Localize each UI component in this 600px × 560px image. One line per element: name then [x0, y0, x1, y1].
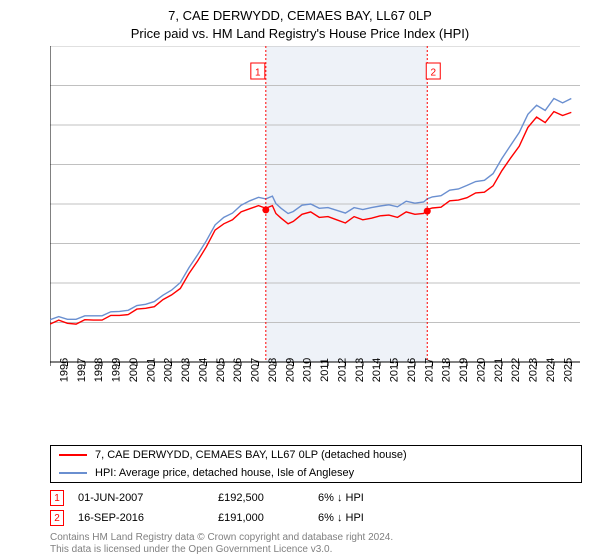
chart-title-line1: 7, CAE DERWYDD, CEMAES BAY, LL67 0LP: [0, 8, 600, 23]
x-tick-label: 1998: [93, 358, 105, 382]
x-tick-label: 2005: [215, 358, 227, 382]
transaction-row: 2 16-SEP-2016£191,0006% ↓ HPI: [50, 508, 438, 528]
x-tick-label: 2020: [475, 358, 487, 382]
transaction-price: £192,500: [218, 492, 318, 504]
transaction-delta: 6% ↓ HPI: [318, 512, 438, 524]
legend-label: HPI: Average price, detached house, Isle…: [95, 467, 354, 479]
transaction-marker-number: 2: [430, 68, 436, 79]
x-tick-label: 2017: [423, 358, 435, 382]
x-tick-label: 2000: [128, 358, 140, 382]
x-tick-label: 2018: [441, 358, 453, 382]
x-tick-label: 2013: [354, 358, 366, 382]
transaction-dot: [262, 206, 269, 213]
x-tick-label: 1995: [50, 358, 53, 382]
transaction-dot: [424, 208, 431, 215]
transaction-table: 1 01-JUN-2007£192,5006% ↓ HPI 2 16-SEP-2016…: [50, 488, 438, 528]
x-tick-label: 2009: [284, 358, 296, 382]
x-tick-label: 1999: [111, 358, 123, 382]
x-tick-label: 2021: [493, 358, 505, 382]
transaction-row-marker: 2: [50, 510, 64, 526]
transaction-date: 01-JUN-2007: [78, 492, 218, 504]
x-tick-label: 2016: [406, 358, 418, 382]
legend: 7, CAE DERWYDD, CEMAES BAY, LL67 0LP (de…: [50, 445, 582, 483]
transaction-marker-number: 1: [255, 68, 261, 79]
legend-label: 7, CAE DERWYDD, CEMAES BAY, LL67 0LP (de…: [95, 449, 407, 461]
x-tick-label: 2023: [528, 358, 540, 382]
x-tick-label: 2001: [145, 358, 157, 382]
x-tick-label: 2003: [180, 358, 192, 382]
transaction-date: 16-SEP-2016: [78, 512, 218, 524]
legend-item: HPI: Average price, detached house, Isle…: [51, 464, 581, 482]
legend-swatch: [59, 454, 87, 456]
x-tick-label: 2008: [267, 358, 279, 382]
x-tick-label: 2024: [545, 358, 557, 382]
chart-title-line2: Price paid vs. HM Land Registry's House …: [0, 26, 600, 41]
transaction-row-marker: 1: [50, 490, 64, 506]
x-tick-label: 2012: [336, 358, 348, 382]
transaction-delta: 6% ↓ HPI: [318, 492, 438, 504]
footer-line1: Contains HM Land Registry data © Crown c…: [50, 532, 393, 544]
x-tick-label: 2011: [319, 358, 331, 382]
x-tick-label: 2007: [250, 358, 262, 382]
x-tick-label: 2022: [510, 358, 522, 382]
footer-line2: This data is licensed under the Open Gov…: [50, 544, 393, 556]
transaction-price: £191,000: [218, 512, 318, 524]
transaction-row: 1 01-JUN-2007£192,5006% ↓ HPI: [50, 488, 438, 508]
x-tick-label: 2002: [163, 358, 175, 382]
x-tick-label: 2004: [197, 358, 209, 382]
legend-swatch: [59, 472, 87, 474]
x-tick-label: 2015: [389, 358, 401, 382]
x-tick-label: 2019: [458, 358, 470, 382]
x-tick-label: 2025: [562, 358, 574, 382]
x-tick-label: 1996: [58, 358, 70, 382]
x-tick-label: 2010: [302, 358, 314, 382]
x-tick-label: 2014: [371, 358, 383, 382]
footer-attribution: Contains HM Land Registry data © Crown c…: [50, 532, 393, 556]
legend-item: 7, CAE DERWYDD, CEMAES BAY, LL67 0LP (de…: [51, 446, 581, 464]
chart-svg: £0£50K£100K£150K£200K£250K£300K£350K£400…: [50, 46, 580, 406]
x-tick-label: 2006: [232, 358, 244, 382]
x-tick-label: 1997: [76, 358, 88, 382]
